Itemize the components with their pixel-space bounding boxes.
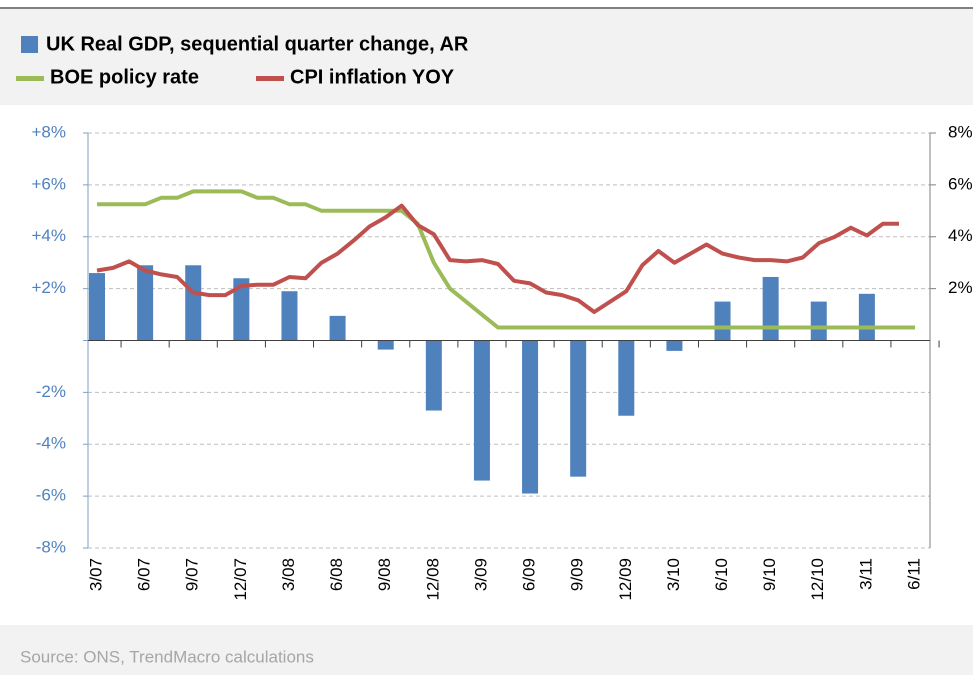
bar xyxy=(762,276,779,341)
y2-tick-label: 2% xyxy=(948,278,973,297)
bar xyxy=(810,301,827,341)
y-tick-label: -6% xyxy=(36,486,66,505)
bar xyxy=(858,293,875,341)
y2-tick-label: 6% xyxy=(948,174,973,193)
bar xyxy=(233,278,250,341)
x-tick-label: 6/08 xyxy=(327,558,346,591)
x-tick-label: 12/10 xyxy=(808,558,827,601)
source-note: Source: ONS, TrendMacro calculations xyxy=(20,647,314,666)
legend-label: UK Real GDP, sequential quarter change, … xyxy=(46,33,469,55)
line-series xyxy=(97,189,915,330)
x-tick-label: 3/09 xyxy=(471,558,490,591)
y2-tick-label: 4% xyxy=(948,226,973,245)
x-tick-label: 9/07 xyxy=(183,558,202,591)
y-tick-label: +6% xyxy=(32,174,67,193)
legend: UK Real GDP, sequential quarter change, … xyxy=(16,33,469,88)
x-tick-label: 6/11 xyxy=(904,558,923,590)
bar xyxy=(425,340,442,411)
bar xyxy=(473,340,490,481)
x-tick-label: 9/08 xyxy=(375,558,394,591)
legend-swatch xyxy=(256,76,284,81)
x-tick-label: 3/10 xyxy=(664,558,683,591)
y-tick-label: -8% xyxy=(36,537,66,556)
x-tick-label: 9/09 xyxy=(568,558,587,591)
legend-swatch xyxy=(16,76,44,81)
legend-label: BOE policy rate xyxy=(50,66,199,88)
x-tick-label: 3/11 xyxy=(856,558,875,590)
bar xyxy=(137,265,154,341)
y-tick-label: +2% xyxy=(32,278,67,297)
bar xyxy=(666,340,683,351)
x-tick-label: 12/09 xyxy=(616,558,635,601)
y-tick-label: +4% xyxy=(32,226,67,245)
legend-swatch xyxy=(21,36,38,53)
bar xyxy=(522,340,539,494)
bar xyxy=(714,301,731,341)
x-tick-label: 12/07 xyxy=(231,558,250,601)
y-tick-label: +8% xyxy=(32,122,67,141)
x-tick-label: 3/08 xyxy=(279,558,298,591)
line-series xyxy=(96,203,899,314)
footer-band xyxy=(0,625,973,675)
legend-label: CPI inflation YOY xyxy=(290,66,455,88)
bar xyxy=(329,315,346,341)
bar xyxy=(185,265,202,341)
y-tick-label: -2% xyxy=(36,382,66,401)
x-tick-label: 3/07 xyxy=(86,558,105,591)
x-tick-label: 9/10 xyxy=(760,558,779,591)
bar xyxy=(377,340,394,350)
x-tick-label: 6/10 xyxy=(712,558,731,591)
legend-band xyxy=(0,9,973,105)
bar xyxy=(618,340,635,416)
x-tick-label: 6/07 xyxy=(135,558,154,591)
bar xyxy=(89,273,105,341)
bar xyxy=(281,291,298,341)
x-tick-label: 6/09 xyxy=(520,558,539,591)
y-tick-label: -4% xyxy=(36,434,66,453)
bar xyxy=(570,340,587,477)
y2-tick-label: 8% xyxy=(948,122,973,141)
x-tick-label: 12/08 xyxy=(423,558,442,601)
